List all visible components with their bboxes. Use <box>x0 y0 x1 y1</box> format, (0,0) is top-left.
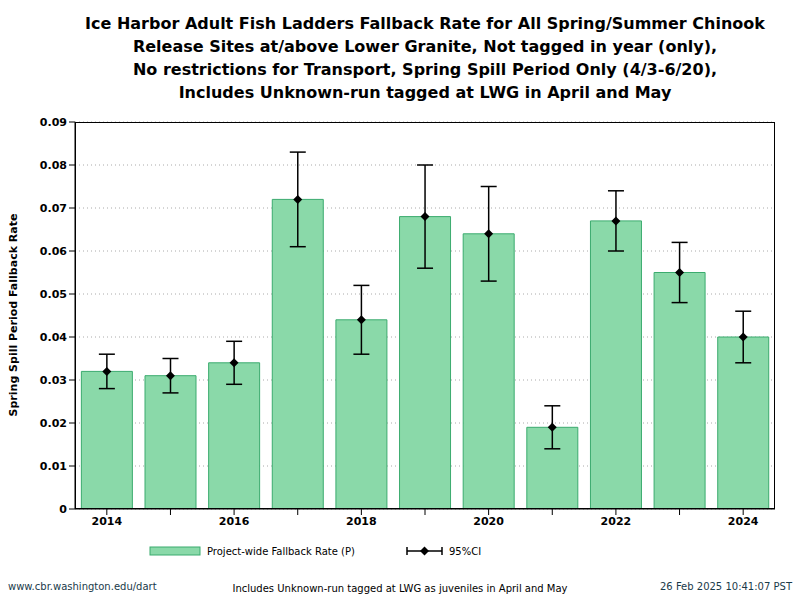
svg-text:0.01: 0.01 <box>40 460 67 473</box>
html-text:Includes Unknown-run tagged at: Includes Unknown-run tagged at LWG as ju… <box>232 583 568 594</box>
svg-text:2020: 2020 <box>473 515 504 528</box>
svg-text:2022: 2022 <box>601 515 632 528</box>
svg-text:0: 0 <box>59 503 67 516</box>
svg-text:0.02: 0.02 <box>40 417 67 430</box>
svg-text:95%CI: 95%CI <box>449 546 481 557</box>
html-text:www.cbr.washington.edu/dart: www.cbr.washington.edu/dart <box>8 581 157 592</box>
html-text:Ice Harbor Adult Fish Ladders: Ice Harbor Adult Fish Ladders Fallback R… <box>85 14 765 33</box>
svg-text:2014: 2014 <box>92 515 123 528</box>
svg-text:0.06: 0.06 <box>40 245 67 258</box>
svg-text:0.03: 0.03 <box>40 374 67 387</box>
html-text:Spring Spill Period Fallback R: Spring Spill Period Fallback Rate <box>7 213 20 417</box>
svg-text:0.09: 0.09 <box>40 116 67 129</box>
html-text:Includes Unknown-run tagged at: Includes Unknown-run tagged at LWG in Ap… <box>178 83 672 102</box>
svg-text:0.08: 0.08 <box>40 159 67 172</box>
svg-text:2024: 2024 <box>728 515 759 528</box>
svg-text:2018: 2018 <box>346 515 377 528</box>
svg-text:0.05: 0.05 <box>40 288 67 301</box>
svg-text:0.04: 0.04 <box>40 331 67 344</box>
svg-text:Project-wide Fallback Rate (P): Project-wide Fallback Rate (P) <box>207 546 355 557</box>
html-text:26 Feb 2025 10:41:07 PST: 26 Feb 2025 10:41:07 PST <box>660 581 792 592</box>
html-text:No restrictions for Transport,: No restrictions for Transport, Spring Sp… <box>133 60 717 79</box>
svg-text:2016: 2016 <box>219 515 250 528</box>
html-text:Release Sites at/above Lower G: Release Sites at/above Lower Granite, No… <box>132 37 718 56</box>
svg-text:0.07: 0.07 <box>40 202 67 215</box>
